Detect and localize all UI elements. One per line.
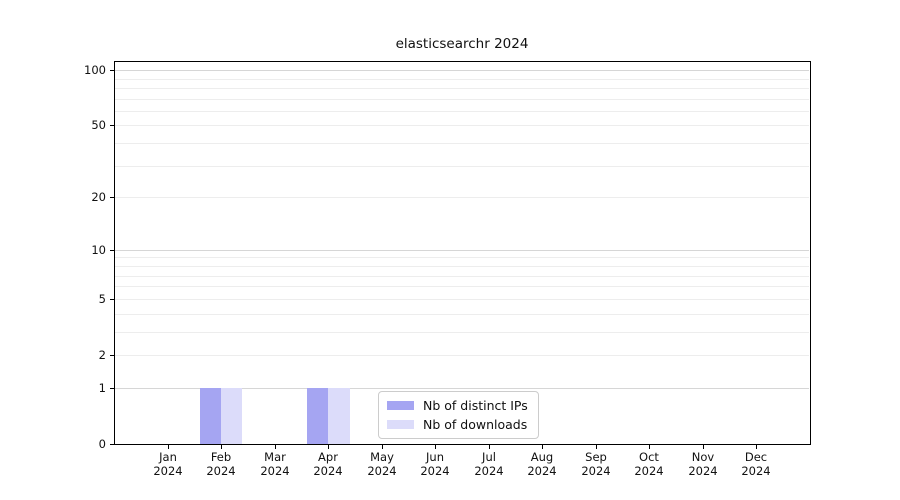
y-tick-label: 5 bbox=[98, 292, 106, 306]
x-tick-mark bbox=[542, 445, 543, 449]
legend-label-downloads: Nb of downloads bbox=[423, 417, 528, 432]
minor-gridline bbox=[115, 143, 809, 144]
y-tick-label: 50 bbox=[91, 118, 106, 132]
y-tick-label: 10 bbox=[91, 243, 106, 257]
y-tick-label: 0 bbox=[98, 437, 106, 451]
y-tick-label: 20 bbox=[91, 190, 106, 204]
minor-gridline bbox=[115, 332, 809, 333]
y-tick-label: 1 bbox=[98, 381, 106, 395]
minor-gridline bbox=[115, 299, 809, 300]
bar-downloads bbox=[328, 387, 350, 444]
minor-gridline bbox=[115, 79, 809, 80]
legend-label-distinct-ips: Nb of distinct IPs bbox=[423, 398, 528, 413]
minor-gridline bbox=[115, 286, 809, 287]
x-tick-label: Apr 2024 bbox=[313, 450, 343, 478]
x-tick-label: Jan 2024 bbox=[153, 450, 183, 478]
y-tick-mark bbox=[110, 125, 114, 126]
minor-gridline bbox=[115, 276, 809, 277]
x-tick-mark bbox=[382, 445, 383, 449]
x-tick-mark bbox=[275, 445, 276, 449]
x-tick-mark bbox=[703, 445, 704, 449]
x-tick-label: Nov 2024 bbox=[688, 450, 718, 478]
x-tick-mark bbox=[435, 445, 436, 449]
legend: Nb of distinct IPs Nb of downloads bbox=[378, 391, 539, 439]
x-tick-label: Dec 2024 bbox=[741, 450, 771, 478]
bar-distinct-ips bbox=[199, 387, 222, 444]
x-tick-label: May 2024 bbox=[367, 450, 397, 478]
minor-gridline bbox=[115, 266, 809, 267]
x-tick-label: Aug 2024 bbox=[527, 450, 557, 478]
bar-downloads bbox=[221, 387, 243, 444]
x-tick-label: Jun 2024 bbox=[420, 450, 450, 478]
minor-gridline bbox=[115, 88, 809, 89]
y-tick-mark bbox=[110, 388, 114, 389]
legend-item-distinct-ips: Nb of distinct IPs bbox=[387, 398, 528, 413]
x-tick-mark bbox=[221, 445, 222, 449]
minor-gridline bbox=[115, 166, 809, 167]
x-tick-label: Sep 2024 bbox=[581, 450, 611, 478]
x-tick-mark bbox=[489, 445, 490, 449]
y-tick-mark bbox=[110, 444, 114, 445]
major-gridline bbox=[115, 250, 809, 251]
x-tick-label: Oct 2024 bbox=[634, 450, 664, 478]
bar-distinct-ips bbox=[306, 387, 329, 444]
minor-gridline bbox=[115, 355, 809, 356]
x-tick-mark bbox=[328, 445, 329, 449]
y-tick-mark bbox=[110, 197, 114, 198]
major-gridline bbox=[115, 388, 809, 389]
minor-gridline bbox=[115, 197, 809, 198]
y-tick-label: 2 bbox=[98, 348, 106, 362]
y-tick-mark bbox=[110, 70, 114, 71]
major-gridline bbox=[115, 70, 809, 71]
x-tick-mark bbox=[649, 445, 650, 449]
minor-gridline bbox=[115, 111, 809, 112]
minor-gridline bbox=[115, 314, 809, 315]
minor-gridline bbox=[115, 99, 809, 100]
legend-swatch-distinct-ips bbox=[387, 401, 414, 410]
minor-gridline bbox=[115, 257, 809, 258]
x-tick-label: Jul 2024 bbox=[474, 450, 504, 478]
x-tick-mark bbox=[596, 445, 597, 449]
chart-title: elasticsearchr 2024 bbox=[395, 36, 529, 52]
minor-gridline bbox=[115, 125, 809, 126]
x-tick-label: Feb 2024 bbox=[206, 450, 236, 478]
legend-item-downloads: Nb of downloads bbox=[387, 417, 528, 432]
x-tick-label: Mar 2024 bbox=[260, 450, 290, 478]
y-tick-mark bbox=[110, 299, 114, 300]
y-tick-mark bbox=[110, 250, 114, 251]
y-tick-mark bbox=[110, 355, 114, 356]
x-tick-mark bbox=[168, 445, 169, 449]
legend-swatch-downloads bbox=[387, 420, 414, 429]
x-tick-mark bbox=[756, 445, 757, 449]
y-tick-label: 100 bbox=[84, 63, 106, 77]
